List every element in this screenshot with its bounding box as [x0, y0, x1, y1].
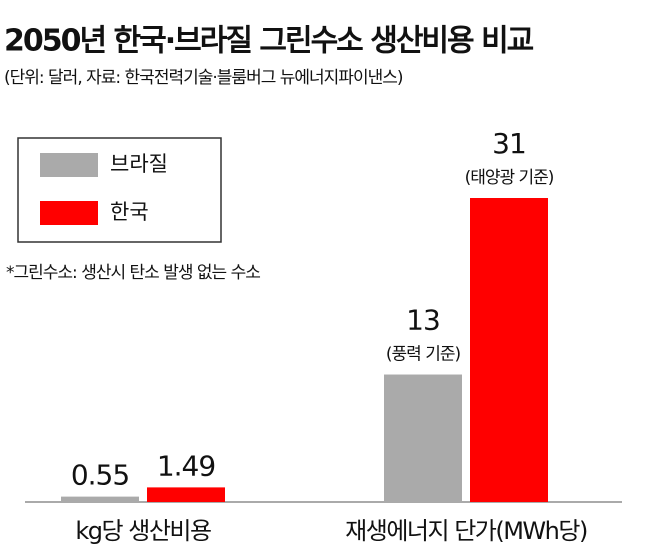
- value-label: 31: [492, 127, 526, 160]
- bar-note: (태양광 기준): [465, 168, 554, 188]
- x-tick-label: 재생에너지 단가(MWh당): [345, 517, 587, 545]
- bar: [61, 496, 139, 502]
- bar: [470, 198, 548, 502]
- bar-note: (풍력 기준): [386, 345, 461, 365]
- legend-box: [17, 137, 222, 243]
- legend-label: 브라질: [110, 152, 168, 176]
- legend-swatch: [40, 201, 98, 225]
- legend-label: 한국: [110, 200, 149, 224]
- chart-title: 2050년 한국·브라질 그린수소 생산비용 비교: [4, 24, 534, 59]
- chart-subtitle: (단위: 달러, 자료: 한국전력기술·블룸버그 뉴에너지파이낸스): [4, 68, 403, 88]
- bar: [147, 487, 225, 502]
- value-label: 1.49: [157, 449, 215, 482]
- value-label: 13: [406, 304, 440, 337]
- footnote: *그린수소: 생산시 탄소 발생 없는 수소: [6, 263, 260, 283]
- bar: [384, 374, 462, 502]
- x-tick-label: kg당 생산비용: [75, 517, 211, 545]
- legend-swatch: [40, 153, 98, 177]
- value-label: 0.55: [71, 459, 129, 492]
